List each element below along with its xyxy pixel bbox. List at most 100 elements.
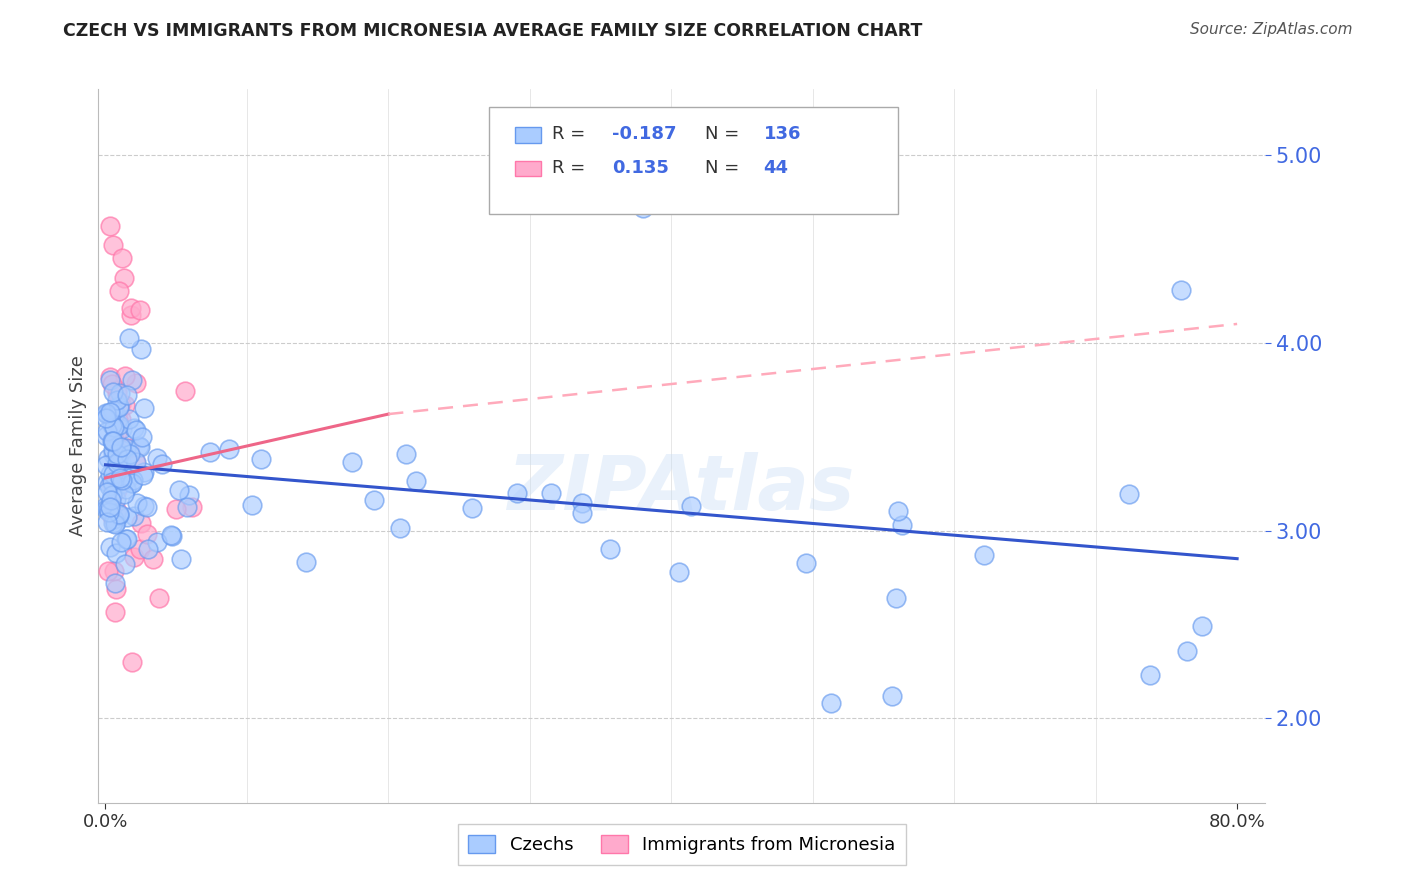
Point [200,444,222,458]
Point [388,521,411,535]
Point [129,516,152,530]
Point [506,486,529,500]
Point [101,384,124,399]
Point [111,422,134,436]
Point [100,376,122,391]
Point [104,605,127,619]
Text: 0.135: 0.135 [612,159,669,177]
Point [148,591,170,605]
Point [395,447,418,461]
Point [96,411,118,425]
Point [136,542,159,557]
Point [135,527,157,541]
Point [121,475,143,490]
Point [115,452,138,467]
FancyBboxPatch shape [515,127,541,143]
Point [131,429,153,443]
Point [125,423,148,437]
Point [160,529,183,543]
Point [98,409,121,423]
Point [122,508,145,523]
Point [97,505,120,519]
Point [107,454,129,468]
Point [112,271,135,285]
Point [105,483,128,497]
Point [112,486,135,500]
Point [110,412,132,426]
Point [142,551,165,566]
Point [107,413,129,427]
Point [101,404,124,418]
Point [97,501,120,516]
Point [159,528,181,542]
Point [94,502,117,516]
Point [1139,667,1161,681]
Point [108,418,131,433]
Point [571,506,593,520]
Point [98,369,121,384]
Point [104,582,127,596]
Point [118,331,141,345]
Point [135,500,157,515]
Point [218,442,240,456]
Point [110,535,132,549]
Point [96,475,118,490]
Point [96,424,118,438]
Point [100,493,122,508]
Point [240,498,263,512]
Point [120,447,142,461]
Point [97,451,120,466]
Point [114,398,136,412]
Point [96,515,118,529]
Point [180,500,202,515]
Point [98,467,121,482]
Point [114,558,136,572]
Point [115,463,138,477]
Point [250,452,273,467]
Point [110,476,132,491]
Point [103,435,125,450]
Point [973,549,995,563]
Point [121,373,143,387]
Point [103,422,125,436]
Point [118,412,141,426]
Point [295,555,318,569]
Point [101,238,124,252]
Text: Source: ZipAtlas.com: Source: ZipAtlas.com [1189,22,1353,37]
Point [120,308,142,322]
Point [104,406,127,420]
Text: CZECH VS IMMIGRANTS FROM MICRONESIA AVERAGE FAMILY SIZE CORRELATION CHART: CZECH VS IMMIGRANTS FROM MICRONESIA AVER… [63,22,922,40]
Point [97,564,120,578]
Point [104,517,127,532]
Point [108,400,131,414]
Point [128,542,150,557]
FancyBboxPatch shape [515,161,541,177]
Point [94,406,117,420]
Point [98,219,121,234]
Point [1118,487,1140,501]
Text: R =: R = [553,159,592,177]
Point [101,406,124,420]
Point [128,438,150,452]
Text: R =: R = [553,125,592,143]
Point [363,493,385,508]
Point [103,420,125,434]
Point [107,445,129,459]
Point [107,399,129,413]
Point [165,501,187,516]
Point [105,516,128,530]
Point [94,429,117,443]
Point [150,457,173,471]
Point [110,397,132,411]
Point [105,383,128,397]
Point [104,434,127,449]
Point [101,475,124,489]
Point [127,496,149,510]
Point [129,440,152,454]
Point [129,342,152,356]
Text: N =: N = [706,159,745,177]
Point [103,434,125,449]
Point [105,491,128,506]
Point [120,301,142,315]
Point [98,373,121,387]
